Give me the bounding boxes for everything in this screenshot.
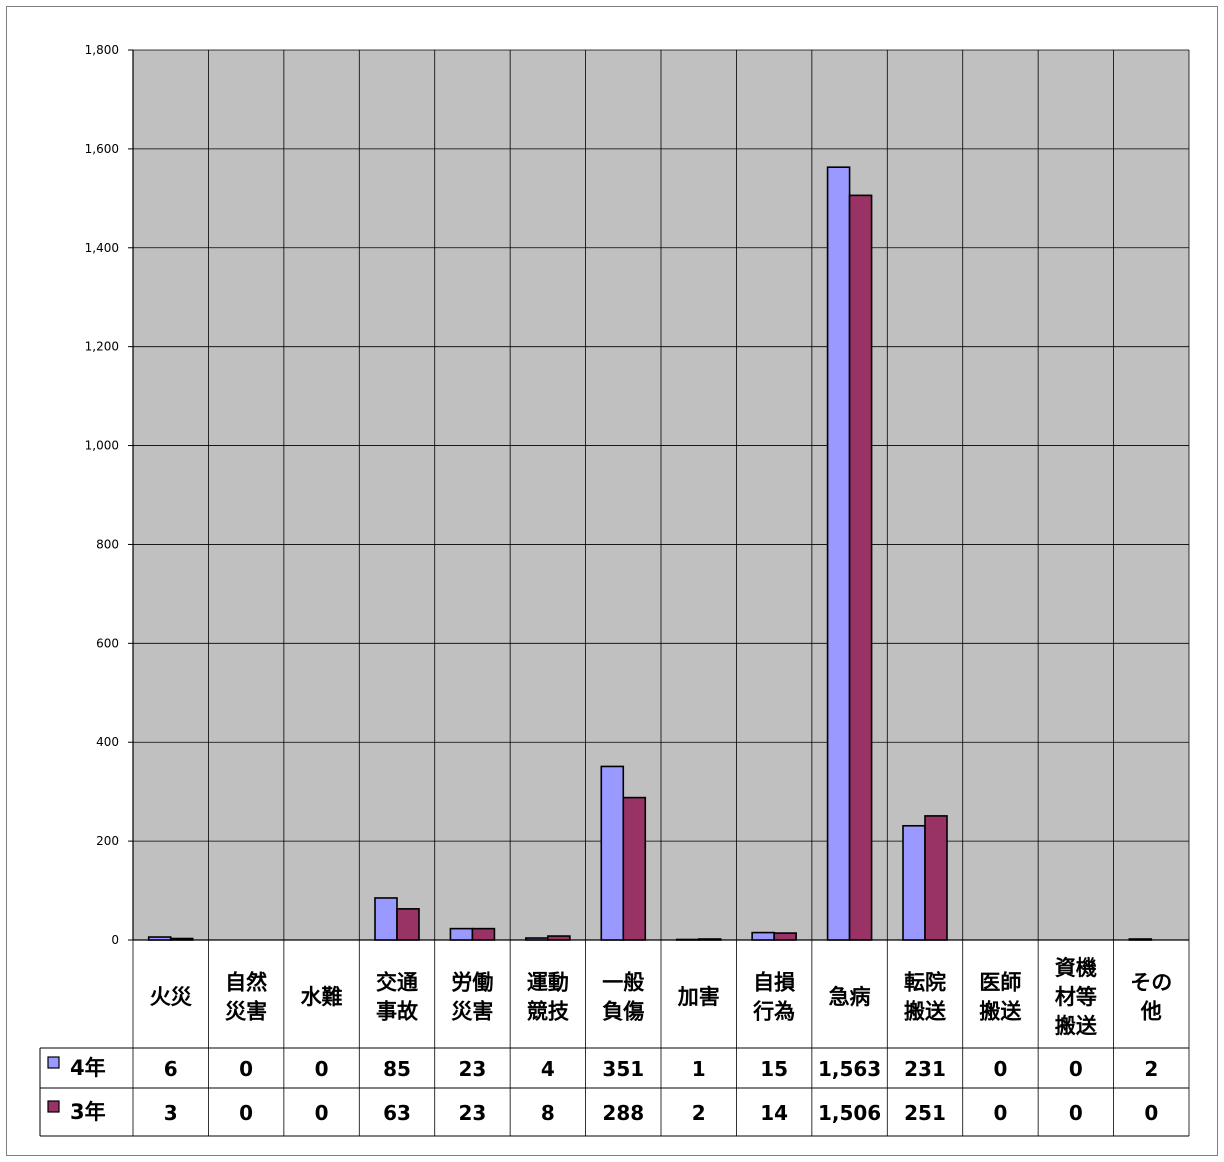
bar-series2	[924, 815, 948, 941]
data-table-cell: 0	[315, 1101, 329, 1125]
category-label: 水難	[301, 985, 343, 1009]
category-label: その	[1130, 971, 1172, 995]
category-label: 資機	[1055, 956, 1097, 980]
bar-series2	[697, 938, 722, 941]
bar-series1	[902, 824, 926, 941]
y-tick-label: 600	[96, 636, 119, 650]
category-label: 搬送	[979, 1000, 1022, 1024]
data-table-cell: 6	[164, 1057, 178, 1081]
data-table-cell: 85	[383, 1057, 411, 1081]
category-label: 転院	[904, 971, 946, 995]
bar-series1	[147, 936, 172, 941]
data-table-cell: 15	[760, 1057, 788, 1081]
y-tick-label: 0	[111, 933, 119, 947]
category-label: 材等	[1055, 985, 1097, 1009]
data-table-cell: 3	[164, 1101, 178, 1125]
y-tick-label: 1,400	[85, 241, 119, 255]
category-label: 災害	[225, 1000, 267, 1024]
bar-series2	[547, 935, 571, 941]
category-label: 競技	[527, 1000, 570, 1024]
category-label: 一般	[602, 971, 644, 995]
data-table-cell: 8	[541, 1101, 555, 1125]
category-label: 運動	[527, 971, 569, 995]
y-tick-label: 800	[96, 537, 119, 551]
category-label: 加害	[677, 985, 720, 1009]
data-table-cell: 63	[383, 1101, 411, 1125]
bar-series2	[169, 937, 194, 941]
data-table-cell: 351	[602, 1057, 644, 1081]
data-table-cell: 251	[904, 1101, 946, 1125]
bar-series2	[848, 194, 873, 941]
category-label: 火災	[150, 985, 193, 1009]
legend-label: 3年	[70, 1100, 106, 1124]
category-label: 事故	[376, 1000, 419, 1024]
category-label: 自然	[225, 971, 267, 995]
category-label: 医師	[979, 971, 1021, 995]
category-label: 労働	[451, 971, 493, 995]
bar-series2	[471, 927, 496, 941]
legend-key-series1	[47, 1056, 60, 1069]
data-table-cell: 0	[993, 1101, 1007, 1125]
data-table-cell: 0	[239, 1057, 253, 1081]
category-label: 行為	[752, 1000, 795, 1024]
bar-series2	[622, 796, 647, 941]
category-label: 急病	[829, 985, 871, 1009]
legend-key-series2	[47, 1100, 60, 1113]
y-tick-label: 1,800	[85, 43, 119, 57]
data-table-cell: 2	[692, 1101, 706, 1125]
data-table-cell: 0	[1069, 1101, 1083, 1125]
data-table-cell: 231	[904, 1057, 946, 1081]
category-label: 負傷	[602, 1000, 644, 1024]
bar-series1	[525, 937, 549, 941]
data-table-cell: 1,506	[818, 1101, 881, 1125]
data-table-cell: 288	[602, 1101, 644, 1125]
bar-series1	[449, 927, 474, 941]
data-table-cell: 23	[459, 1101, 487, 1125]
bar-series1	[826, 166, 851, 941]
category-label: 交通	[376, 971, 418, 995]
category-label: 自損	[753, 971, 796, 995]
bar-series1	[1128, 938, 1153, 941]
data-table-cell: 23	[459, 1057, 487, 1081]
data-table-cell: 0	[993, 1057, 1007, 1081]
y-tick-label: 200	[96, 834, 119, 848]
bar-series1	[751, 931, 775, 941]
y-tick-label: 1,600	[85, 142, 119, 156]
data-table-cell: 14	[760, 1101, 788, 1125]
bar-series2	[773, 932, 797, 941]
category-label: 搬送	[1055, 1014, 1098, 1038]
data-table-cell: 2	[1144, 1057, 1158, 1081]
y-tick-label: 1,000	[85, 439, 119, 453]
y-tick-label: 400	[96, 735, 119, 749]
y-tick-label: 1,200	[85, 340, 119, 354]
data-table-cell: 4	[541, 1057, 555, 1081]
data-table-cell: 1	[692, 1057, 706, 1081]
bar-series2	[396, 908, 420, 941]
data-table-cell: 1,563	[818, 1057, 881, 1081]
category-label: 搬送	[904, 1000, 947, 1024]
data-table-cell: 0	[315, 1057, 329, 1081]
legend-label: 4年	[70, 1056, 106, 1080]
category-label: 他	[1140, 1000, 1162, 1024]
data-table-cell: 0	[1144, 1101, 1158, 1125]
bar-series1	[600, 765, 625, 941]
data-table-cell: 0	[1069, 1057, 1083, 1081]
bar-series1	[374, 897, 398, 941]
category-label: 災害	[451, 1000, 493, 1024]
data-table-cell: 0	[239, 1101, 253, 1125]
